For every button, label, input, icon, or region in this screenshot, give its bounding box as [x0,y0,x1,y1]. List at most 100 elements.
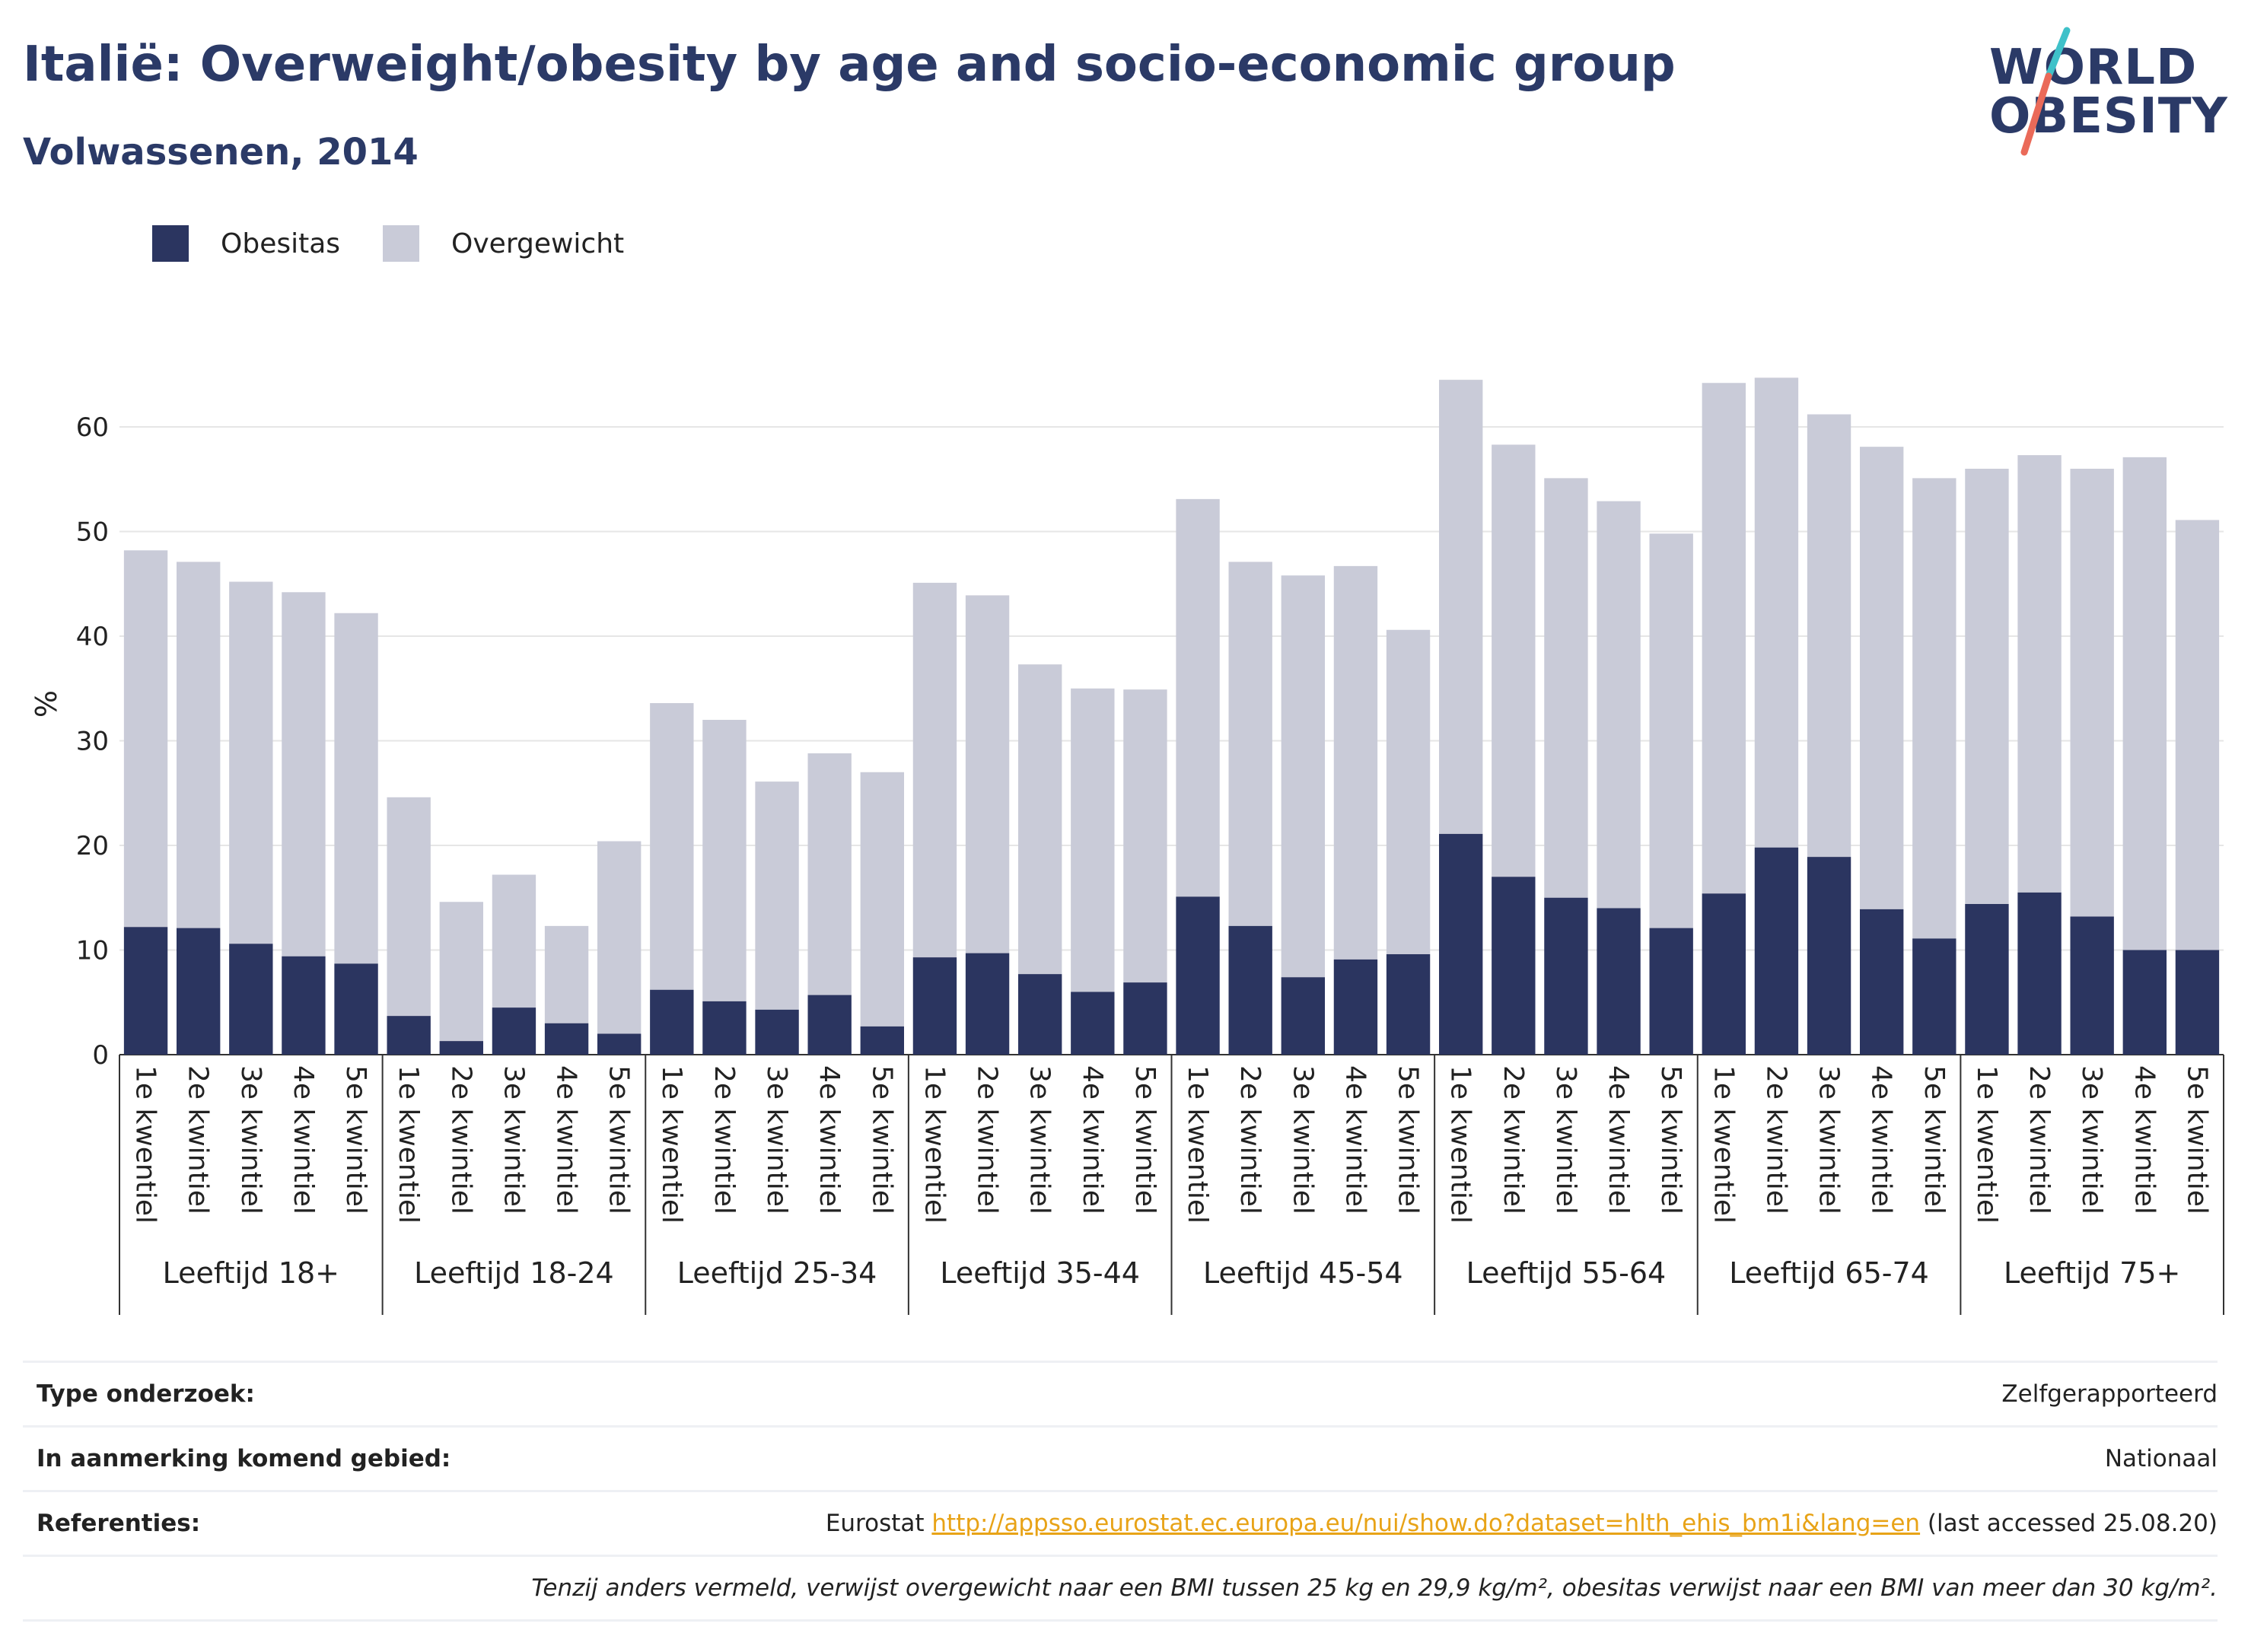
group-label: Leeftijd 18-24 [414,1256,614,1290]
bar-obesitas [492,1007,536,1055]
info-label: Referenties: [37,1510,201,1537]
x-category-label: 4e kwintiel [2128,1065,2160,1214]
bar-obesitas [282,956,326,1055]
bar-obesitas [2122,950,2167,1055]
x-category-label: 1e kwentiel [1708,1065,1739,1224]
group-label: Leeftijd 35-44 [940,1256,1140,1290]
group-label: Leeftijd 55-64 [1466,1256,1667,1290]
x-category-label: 2e kwintiel [183,1065,214,1214]
reference-accessed: (last accessed 25.08.20) [1920,1510,2218,1537]
x-category-label: 1e kwentiel [1182,1065,1213,1224]
info-value: Zelfgerapporteerd [2001,1380,2218,1408]
info-value: Nationaal [2104,1445,2218,1472]
bar-overgewicht [2175,520,2220,950]
x-category-label: 4e kwintiel [1077,1065,1108,1214]
x-category-label: 5e kwintiel [1918,1065,1950,1214]
bar-obesitas [1754,847,1799,1055]
x-category-label: 3e kwintiel [1287,1065,1318,1214]
bar-overgewicht [702,720,747,1001]
x-category-label: 1e kwentiel [1445,1065,1476,1224]
y-tick-label: 0 [92,1040,109,1071]
x-category-label: 1e kwentiel [393,1065,424,1224]
y-tick-label: 60 [76,412,109,443]
legend-item-obesitas[interactable]: Obesitas [152,225,340,262]
legend-label-obesitas: Obesitas [221,228,341,259]
bar-obesitas [544,1023,589,1055]
x-category-label: 3e kwintiel [1550,1065,1581,1214]
group-label: Leeftijd 18+ [163,1256,339,1290]
x-category-label: 5e kwintiel [1393,1065,1424,1214]
x-category-label: 5e kwintiel [340,1065,371,1214]
chart-legend: Obesitas Overgewicht [152,225,667,262]
info-table: Type onderzoek: Zelfgerapporteerd In aan… [23,1361,2218,1622]
x-category-label: 5e kwintiel [2181,1065,2212,1214]
x-category-label: 1e kwentiel [1971,1065,2002,1224]
bar-obesitas [1228,925,1272,1055]
info-value: Eurostat http://appsso.eurostat.ec.europ… [826,1510,2218,1537]
x-category-label: 4e kwintiel [1603,1065,1634,1214]
bar-obesitas [2175,950,2220,1055]
x-category-label: 5e kwintiel [603,1065,635,1214]
x-category-label: 3e kwintiel [1813,1065,1845,1214]
x-category-label: 4e kwintiel [288,1065,319,1214]
bar-overgewicht [1544,478,1588,898]
bar-obesitas [755,1009,799,1055]
bar-obesitas [1386,954,1431,1055]
x-category-label: 4e kwintiel [1339,1065,1371,1214]
group-label: Leeftijd 45-54 [1203,1256,1403,1290]
bar-overgewicht [1807,414,1851,858]
x-category-label: 5e kwintiel [1129,1065,1161,1214]
info-row-note: Tenzij anders vermeld, verwijst overgewi… [23,1555,2218,1622]
info-row-area: In aanmerking komend gebied: Nationaal [23,1425,2218,1490]
x-category-label: 3e kwintiel [235,1065,266,1214]
legend-label-overgewicht: Overgewicht [451,228,625,259]
bar-obesitas [1597,908,1641,1055]
x-category-label: 5e kwintiel [866,1065,897,1214]
bar-obesitas [334,963,378,1055]
reference-link[interactable]: http://appsso.eurostat.ec.europa.eu/nui/… [931,1510,1921,1537]
bar-obesitas [1965,904,2009,1055]
bar-obesitas [123,927,168,1055]
bar-overgewicht [229,581,273,944]
bar-overgewicht [544,925,589,1023]
bar-obesitas [1492,877,1536,1055]
bar-overgewicht [755,781,799,1010]
bar-obesitas [1123,982,1167,1055]
x-category-label: 3e kwintiel [761,1065,792,1214]
bar-overgewicht [2017,455,2062,893]
x-category-label: 2e kwintiel [1498,1065,1529,1214]
bar-overgewicht [282,592,326,957]
bar-overgewicht [1071,688,1115,992]
bar-obesitas [650,989,694,1055]
bar-obesitas [439,1041,483,1055]
bar-obesitas [912,957,957,1055]
reference-source: Eurostat [825,1510,932,1537]
bar-overgewicht [1386,629,1431,954]
x-category-label: 5e kwintiel [1655,1065,1686,1214]
x-category-label: 4e kwintiel [551,1065,582,1214]
bar-obesitas [2017,892,2062,1055]
group-label: Leeftijd 75+ [2004,1256,2180,1290]
bar-overgewicht [387,797,431,1017]
legend-swatch-overgewicht [383,225,420,262]
y-tick-label: 40 [76,622,109,652]
bar-overgewicht [1333,565,1378,960]
logo-text-world: WORLD [1989,40,2198,96]
stacked-bar-chart: 0 10 20 30 40 50 60% 1e kwentiel 2e kwintiel 3e k… [30,377,2224,1315]
bar-overgewicht [1123,689,1167,983]
bar-obesitas [860,1026,904,1055]
page-title: Italië: Overweight/obesity by age and so… [23,37,1676,93]
x-category-label: 2e kwintiel [972,1065,1003,1214]
bar-obesitas [1807,857,1851,1055]
bar-overgewicht [965,595,1010,953]
bar-obesitas [597,1033,642,1055]
info-label: In aanmerking komend gebied: [37,1445,451,1472]
bar-obesitas [1544,897,1588,1055]
bar-overgewicht [597,841,642,1034]
bar-obesitas [177,928,221,1055]
bar-overgewicht [177,562,221,928]
bar-overgewicht [1649,533,1693,928]
legend-item-overgewicht[interactable]: Overgewicht [383,225,624,262]
bar-overgewicht [1018,664,1062,975]
bar-obesitas [1333,959,1378,1055]
